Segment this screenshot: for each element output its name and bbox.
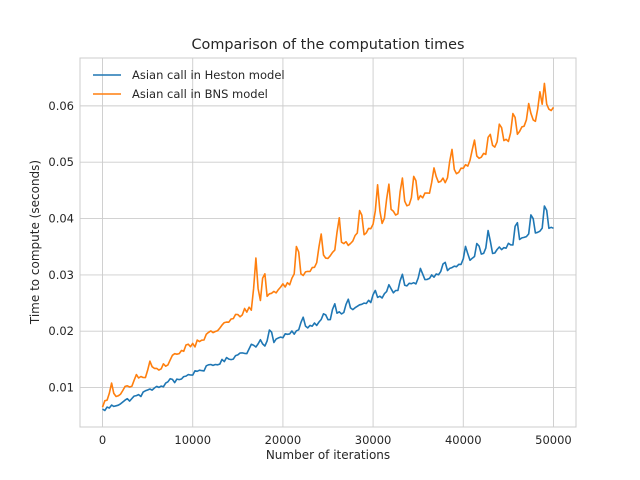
tick-labels: 0 10000 20000 30000 40000 50000 0.01 0.02 0.03 0.…: [48, 99, 571, 447]
x-axis-label: Number of iterations: [266, 448, 390, 462]
legend-label: Asian call in Heston model: [132, 68, 285, 82]
series-layer: [101, 82, 555, 412]
x-tick-label: 0: [99, 433, 106, 447]
plot-frame: [79, 57, 577, 428]
x-tick-label: 50000: [535, 433, 572, 447]
y-tick-label: 0.01: [48, 381, 74, 395]
y-tick-label: 0.03: [48, 268, 74, 282]
series-line-bns: [101, 82, 555, 408]
x-tick-label: 20000: [265, 433, 302, 447]
y-tick-label: 0.06: [48, 99, 74, 113]
y-axis-label: Time to compute (seconds): [28, 160, 42, 325]
y-tick-label: 0.05: [48, 155, 74, 169]
grid: [80, 58, 576, 427]
chart-title: Comparison of the computation times: [192, 37, 465, 53]
y-tick-label: 0.04: [48, 212, 74, 226]
x-tick-label: 30000: [355, 433, 392, 447]
y-tick-label: 0.02: [48, 324, 74, 338]
series-line-heston: [102, 205, 554, 412]
x-tick-label: 10000: [174, 433, 211, 447]
legend: Asian call in Heston model Asian call in …: [93, 68, 285, 101]
legend-label: Asian call in BNS model: [132, 87, 268, 101]
x-tick-label: 40000: [445, 433, 482, 447]
